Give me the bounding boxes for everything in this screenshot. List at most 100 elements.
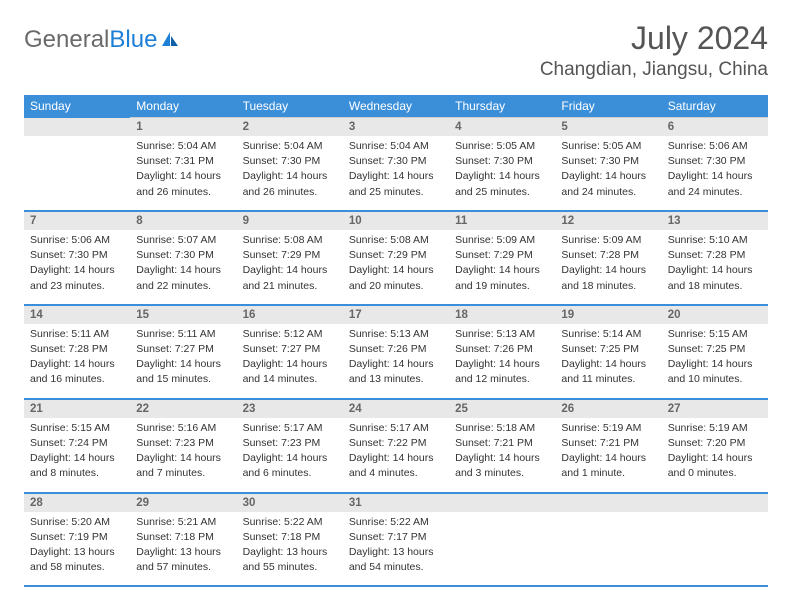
- day-cell: Sunrise: 5:14 AMSunset: 7:25 PMDaylight:…: [555, 324, 661, 399]
- logo-text-2: Blue: [109, 26, 157, 53]
- sunset-line: Sunset: 7:31 PM: [136, 154, 230, 169]
- sunset-line: Sunset: 7:28 PM: [30, 342, 124, 357]
- day-number-row: 78910111213: [24, 211, 768, 230]
- day-number: 20: [662, 305, 768, 324]
- empty-cell: [555, 493, 661, 512]
- day-cell: Sunrise: 5:13 AMSunset: 7:26 PMDaylight:…: [449, 324, 555, 399]
- daylight-line: Daylight: 14 hours and 18 minutes.: [561, 263, 655, 293]
- logo-sail-icon: [160, 30, 180, 50]
- sunset-line: Sunset: 7:21 PM: [455, 436, 549, 451]
- day-number-row: 28293031: [24, 493, 768, 512]
- empty-cell: [662, 512, 768, 587]
- title-block: July 2024 Changdian, Jiangsu, China: [540, 20, 768, 81]
- day-number: 18: [449, 305, 555, 324]
- sunrise-line: Sunrise: 5:07 AM: [136, 233, 230, 248]
- daylight-line: Daylight: 14 hours and 14 minutes.: [243, 357, 337, 387]
- day-cell: Sunrise: 5:17 AMSunset: 7:22 PMDaylight:…: [343, 418, 449, 493]
- day-data-row: Sunrise: 5:04 AM Sunset: 7:31 PM Daylight:…: [24, 136, 768, 211]
- day-number: 2: [237, 118, 343, 137]
- day-cell: Sunrise: 5:07 AMSunset: 7:30 PMDaylight:…: [130, 230, 236, 305]
- sunrise-line: Sunrise: 5:15 AM: [668, 327, 762, 342]
- sunset-line: Sunset: 7:30 PM: [561, 154, 655, 169]
- day-number: 27: [662, 399, 768, 418]
- day-cell: Sunrise: 5:06 AMSunset: 7:30 PMDaylight:…: [662, 136, 768, 211]
- empty-cell: [662, 493, 768, 512]
- day-number: 10: [343, 211, 449, 230]
- empty-cell: [24, 136, 130, 211]
- day-cell: Sunrise: 5:20 AMSunset: 7:19 PMDaylight:…: [24, 512, 130, 587]
- daylight-line: Daylight: 14 hours and 1 minute.: [561, 451, 655, 481]
- day-number: 23: [237, 399, 343, 418]
- day-cell: Sunrise: 5:18 AMSunset: 7:21 PMDaylight:…: [449, 418, 555, 493]
- sunset-line: Sunset: 7:23 PM: [136, 436, 230, 451]
- sunrise-line: Sunrise: 5:06 AM: [30, 233, 124, 248]
- day-number-row: 14151617181920: [24, 305, 768, 324]
- day-cell: Sunrise: 5:09 AMSunset: 7:29 PMDaylight:…: [449, 230, 555, 305]
- day-data-row: Sunrise: 5:11 AMSunset: 7:28 PMDaylight:…: [24, 324, 768, 399]
- day-cell: Sunrise: 5:16 AMSunset: 7:23 PMDaylight:…: [130, 418, 236, 493]
- day-number: 13: [662, 211, 768, 230]
- daylight-line: Daylight: 13 hours and 55 minutes.: [243, 545, 337, 575]
- sunrise-line: Sunrise: 5:08 AM: [243, 233, 337, 248]
- day-number: 9: [237, 211, 343, 230]
- location-title: Changdian, Jiangsu, China: [540, 59, 768, 81]
- logo: GeneralBlue: [24, 26, 180, 54]
- day-number: 1: [130, 118, 236, 137]
- sunset-line: Sunset: 7:30 PM: [668, 154, 762, 169]
- day-number-row: 21222324252627: [24, 399, 768, 418]
- sunrise-line: Sunrise: 5:11 AM: [30, 327, 124, 342]
- day-cell: Sunrise: 5:06 AMSunset: 7:30 PMDaylight:…: [24, 230, 130, 305]
- sunset-line: Sunset: 7:25 PM: [668, 342, 762, 357]
- sunset-line: Sunset: 7:18 PM: [136, 530, 230, 545]
- daylight-line: Daylight: 14 hours and 24 minutes.: [668, 169, 762, 199]
- page-header: GeneralBlue July 2024 Changdian, Jiangsu…: [24, 20, 768, 81]
- daylight-line: Daylight: 14 hours and 0 minutes.: [668, 451, 762, 481]
- weekday-header: Wednesday: [343, 95, 449, 118]
- sunset-line: Sunset: 7:30 PM: [455, 154, 549, 169]
- day-number: 19: [555, 305, 661, 324]
- day-cell: Sunrise: 5:15 AMSunset: 7:24 PMDaylight:…: [24, 418, 130, 493]
- weekday-header: Friday: [555, 95, 661, 118]
- daylight-line: Daylight: 14 hours and 3 minutes.: [455, 451, 549, 481]
- day-number: 22: [130, 399, 236, 418]
- sunrise-line: Sunrise: 5:16 AM: [136, 421, 230, 436]
- sunset-line: Sunset: 7:27 PM: [136, 342, 230, 357]
- sunset-line: Sunset: 7:23 PM: [243, 436, 337, 451]
- sunrise-line: Sunrise: 5:06 AM: [668, 139, 762, 154]
- day-data-row: Sunrise: 5:20 AMSunset: 7:19 PMDaylight:…: [24, 512, 768, 587]
- sunrise-line: Sunrise: 5:19 AM: [668, 421, 762, 436]
- day-number: 5: [555, 118, 661, 137]
- daylight-line: Daylight: 14 hours and 15 minutes.: [136, 357, 230, 387]
- day-number: 4: [449, 118, 555, 137]
- day-number: 17: [343, 305, 449, 324]
- day-number: 11: [449, 211, 555, 230]
- sunrise-line: Sunrise: 5:13 AM: [349, 327, 443, 342]
- day-number: 8: [130, 211, 236, 230]
- sunrise-line: Sunrise: 5:10 AM: [668, 233, 762, 248]
- day-number: 12: [555, 211, 661, 230]
- day-cell: Sunrise: 5:04 AMSunset: 7:30 PMDaylight:…: [237, 136, 343, 211]
- sunrise-line: Sunrise: 5:14 AM: [561, 327, 655, 342]
- day-cell: Sunrise: 5:22 AMSunset: 7:18 PMDaylight:…: [237, 512, 343, 587]
- sunrise-line: Sunrise: 5:04 AM: [349, 139, 443, 154]
- sunrise-line: Sunrise: 5:15 AM: [30, 421, 124, 436]
- daylight-line: Daylight: 14 hours and 16 minutes.: [30, 357, 124, 387]
- logo-text-1: General: [24, 26, 109, 53]
- daylight-line: Daylight: 14 hours and 19 minutes.: [455, 263, 549, 293]
- sunset-line: Sunset: 7:22 PM: [349, 436, 443, 451]
- daylight-line: Daylight: 14 hours and 6 minutes.: [243, 451, 337, 481]
- day-cell: Sunrise: 5:08 AMSunset: 7:29 PMDaylight:…: [237, 230, 343, 305]
- sunrise-line: Sunrise: 5:17 AM: [243, 421, 337, 436]
- day-cell: Sunrise: 5:04 AMSunset: 7:31 PMDaylight:…: [130, 136, 236, 211]
- daylight-line: Daylight: 14 hours and 10 minutes.: [668, 357, 762, 387]
- weekday-header-row: SundayMondayTuesdayWednesdayThursdayFrid…: [24, 95, 768, 118]
- sunrise-line: Sunrise: 5:22 AM: [243, 515, 337, 530]
- sunset-line: Sunset: 7:24 PM: [30, 436, 124, 451]
- day-cell: Sunrise: 5:13 AMSunset: 7:26 PMDaylight:…: [343, 324, 449, 399]
- day-number: 16: [237, 305, 343, 324]
- day-cell: Sunrise: 5:11 AMSunset: 7:28 PMDaylight:…: [24, 324, 130, 399]
- day-number: 6: [662, 118, 768, 137]
- day-cell: Sunrise: 5:09 AMSunset: 7:28 PMDaylight:…: [555, 230, 661, 305]
- daylight-line: Daylight: 14 hours and 25 minutes.: [455, 169, 549, 199]
- day-data-row: Sunrise: 5:06 AMSunset: 7:30 PMDaylight:…: [24, 230, 768, 305]
